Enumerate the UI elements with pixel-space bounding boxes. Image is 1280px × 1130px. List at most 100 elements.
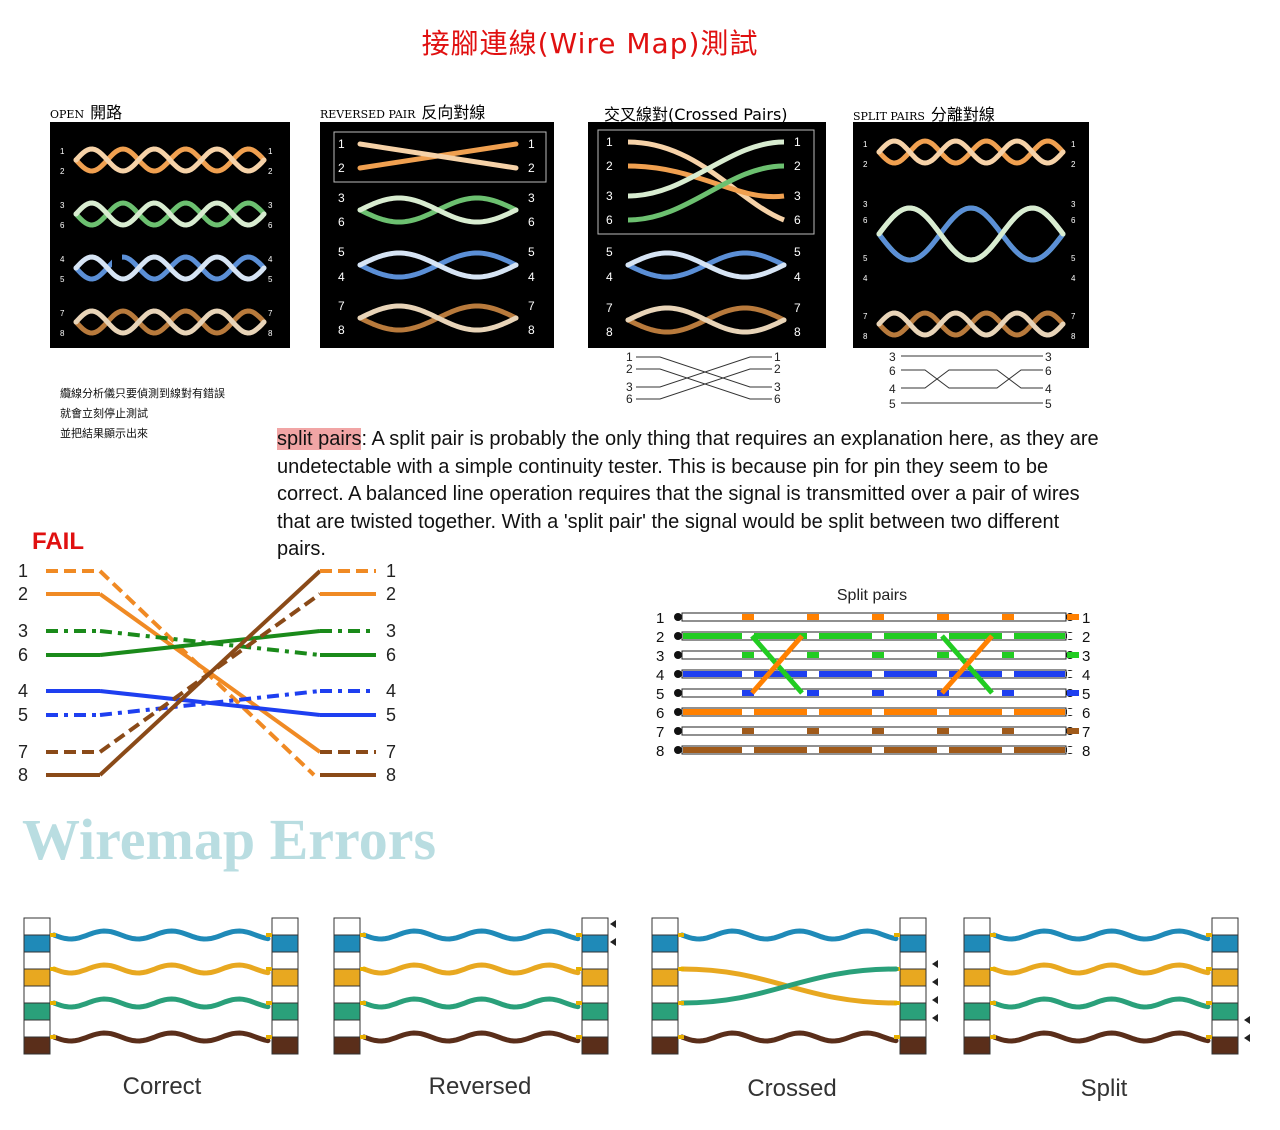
connector-band (899, 1019, 927, 1038)
pin-label: 7 (656, 724, 664, 741)
analyzer-note: 纜線分析儀只要偵測到線對有錯誤 就會立刻停止測試 並把結果顯示出來 (60, 384, 225, 444)
pair-wire-b (625, 250, 787, 280)
connector-band (23, 985, 51, 1004)
pin-label: 3 (1071, 200, 1076, 209)
reversed-wire-b (357, 141, 519, 171)
connector-band (899, 951, 927, 970)
twisted-wire (51, 996, 271, 1010)
connector-band (963, 1036, 991, 1055)
pin-label: 8 (1082, 743, 1090, 760)
schematic-line (636, 356, 772, 388)
pin-label: 5 (656, 686, 664, 703)
pin-contact (266, 933, 272, 937)
crossed-wire (627, 139, 785, 223)
pin-label: 7 (1071, 312, 1076, 321)
wiremap-errors-heading: Wiremap Errors (22, 807, 437, 872)
pin-label: 1 (656, 610, 664, 627)
connector-band (271, 1036, 299, 1055)
wire-stripe (872, 690, 884, 696)
connector-band (581, 968, 609, 987)
wire-stripe (1067, 709, 1079, 715)
pair-wire-b (357, 195, 519, 225)
pin-label: 1 (606, 135, 613, 149)
wire-stripe (1067, 614, 1079, 620)
pin-dot (674, 746, 682, 754)
pin-contact (360, 1035, 366, 1039)
pin-contact (50, 967, 56, 971)
panel-label-zh: 開路 (90, 103, 123, 122)
pin-label: 5 (528, 245, 535, 259)
pin-contact (990, 933, 996, 937)
pin-contact (576, 1035, 582, 1039)
crossed-panel: 1 1 2 2 3 3 6 6 5 5 4 4 7 7 8 8 (588, 122, 826, 348)
wire-stripe (807, 633, 819, 639)
pin-label: 4 (268, 255, 273, 264)
connector-band (333, 1036, 361, 1055)
schematic-line (636, 368, 772, 400)
crossed-wire (627, 163, 785, 200)
pin-contact (360, 933, 366, 937)
pin-label: 7 (60, 309, 65, 318)
pin-label: 8 (656, 743, 664, 760)
pin-label: 5 (889, 397, 896, 411)
error-arrow (610, 920, 616, 928)
pin-label: 3 (1045, 350, 1052, 364)
connector-band (651, 1002, 679, 1021)
connector-band (23, 1002, 51, 1021)
caption-split: Split (1080, 1075, 1128, 1102)
pin-label: 3 (794, 189, 801, 203)
connector-band (1211, 1019, 1239, 1038)
pin-label: 4 (386, 681, 396, 701)
twisted-wire (679, 928, 899, 942)
pin-label: 7 (528, 299, 535, 313)
pin-label: 5 (1082, 686, 1090, 703)
pin-contact (678, 967, 684, 971)
pin-label: 6 (338, 215, 345, 229)
pin-label: 4 (338, 270, 345, 284)
wire-stripe (742, 690, 754, 696)
split-cross (750, 634, 804, 695)
split-wire-a (876, 205, 1066, 263)
pin-contact (266, 1001, 272, 1005)
pin-label: 8 (794, 325, 801, 339)
wire-stripe (1002, 690, 1014, 696)
wire-stripe (872, 614, 884, 620)
pin-label: 2 (774, 362, 781, 376)
wire-stripe (1002, 614, 1014, 620)
pin-dot (674, 651, 682, 659)
connector-band (271, 917, 299, 936)
pin-label: 3 (626, 380, 633, 394)
panel-label-open: OPEN 開路 (50, 99, 122, 123)
pair-wire-b (73, 200, 267, 228)
connector-band (271, 985, 299, 1004)
pin-label: 6 (794, 213, 801, 227)
connector-band (651, 985, 679, 1004)
pin-label: 5 (606, 245, 613, 259)
pin-label: 3 (1082, 648, 1090, 665)
error-arrow (1244, 1016, 1250, 1024)
pin-label: 3 (18, 621, 28, 641)
wire-stripe (1067, 671, 1079, 677)
pin-label: 2 (794, 159, 801, 173)
error-arrow (932, 978, 938, 986)
pin-label: 6 (863, 216, 868, 225)
wire-stripe (807, 652, 819, 658)
pin-contact (678, 933, 684, 937)
pin-label: 1 (794, 135, 801, 149)
pin-contact (266, 967, 272, 971)
pin-label: 4 (656, 667, 664, 684)
wire-stripe (1002, 747, 1014, 753)
pin-contact (678, 1035, 684, 1039)
connector-band (963, 951, 991, 970)
connector-band (271, 968, 299, 987)
pin-label: 8 (386, 765, 396, 785)
pin-label: 4 (1071, 274, 1076, 283)
wire-stripe (872, 652, 884, 658)
twisted-wire (679, 966, 899, 1006)
pin-label: 6 (606, 213, 613, 227)
connector-band (1211, 934, 1239, 953)
pin-label: 6 (1045, 364, 1052, 378)
pin-label: 5 (386, 705, 396, 725)
pin-label: 5 (338, 245, 345, 259)
connector-band (333, 985, 361, 1004)
